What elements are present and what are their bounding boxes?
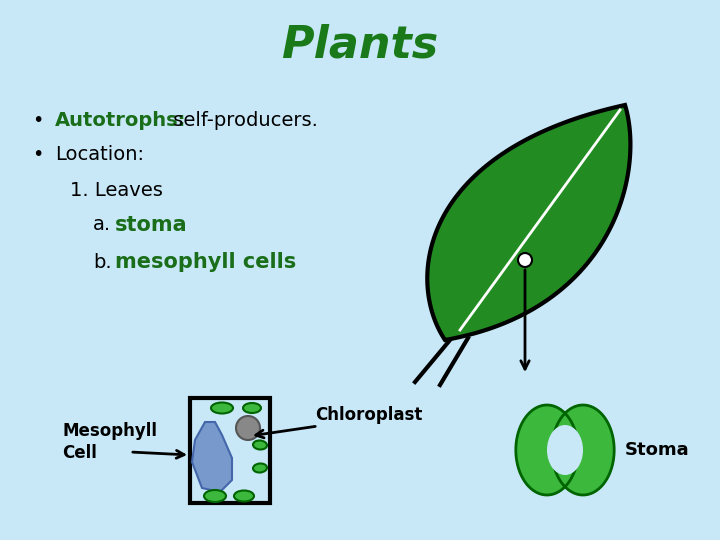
Text: stoma: stoma bbox=[115, 215, 188, 235]
Polygon shape bbox=[192, 422, 232, 492]
Text: Chloroplast: Chloroplast bbox=[315, 406, 423, 424]
Text: Location:: Location: bbox=[55, 145, 144, 165]
Ellipse shape bbox=[243, 403, 261, 413]
Text: Autotrophs:: Autotrophs: bbox=[55, 111, 186, 130]
Ellipse shape bbox=[211, 402, 233, 414]
Text: Stoma: Stoma bbox=[625, 441, 690, 459]
Polygon shape bbox=[516, 405, 578, 495]
Ellipse shape bbox=[547, 425, 583, 475]
Text: 1. Leaves: 1. Leaves bbox=[70, 180, 163, 199]
Ellipse shape bbox=[253, 463, 267, 472]
Text: a.: a. bbox=[93, 215, 111, 234]
Text: self-producers.: self-producers. bbox=[167, 111, 318, 130]
Circle shape bbox=[236, 416, 260, 440]
Text: b.: b. bbox=[93, 253, 112, 272]
Text: •: • bbox=[32, 111, 44, 130]
Text: mesophyll cells: mesophyll cells bbox=[115, 252, 296, 272]
Polygon shape bbox=[427, 105, 631, 340]
Text: •: • bbox=[32, 145, 44, 165]
Bar bbox=[190, 397, 270, 503]
Ellipse shape bbox=[234, 490, 254, 502]
Circle shape bbox=[518, 253, 532, 267]
Ellipse shape bbox=[204, 490, 226, 502]
Text: Plants: Plants bbox=[282, 24, 438, 66]
Polygon shape bbox=[552, 405, 614, 495]
Text: Mesophyll
Cell: Mesophyll Cell bbox=[62, 422, 157, 462]
Ellipse shape bbox=[253, 441, 267, 449]
